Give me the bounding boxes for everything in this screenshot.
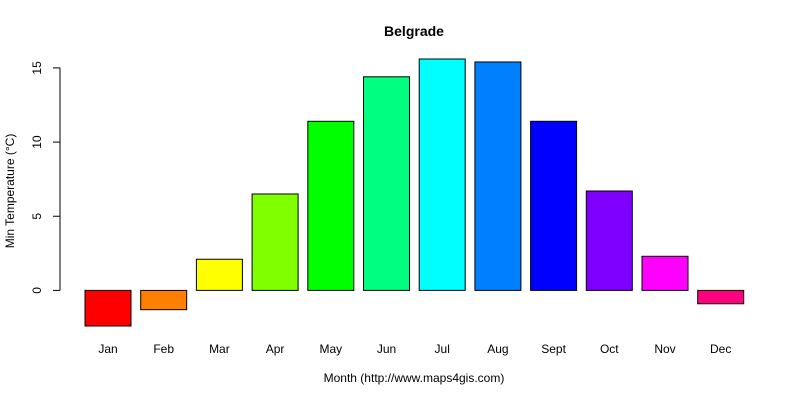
bar-jul: [418, 58, 466, 291]
x-axis-label: Month (http://www.maps4gis.com): [324, 371, 505, 385]
x-tick-label: Jul: [435, 342, 450, 356]
bar-nov: [641, 255, 689, 291]
bar-may: [307, 120, 355, 291]
bar-jun: [363, 76, 410, 291]
chart-title: Belgrade: [384, 23, 444, 39]
bar-sept: [530, 120, 578, 291]
y-tick-label: 10: [30, 135, 44, 149]
x-tick-labels: Jan Feb Mar Apr May Jun Jul Aug Sept Oct Nov Dec: [98, 342, 731, 356]
y-tick-label: 0: [30, 287, 44, 294]
x-tick-label: Jan: [98, 342, 117, 356]
x-tick-label: Nov: [654, 342, 675, 356]
x-tick-label: Oct: [600, 342, 619, 356]
bar-jan: [84, 289, 132, 327]
x-tick-label: Apr: [266, 342, 285, 356]
x-tick-label: Jun: [377, 342, 396, 356]
y-tick-label: 5: [30, 213, 44, 220]
y-tick-label: 15: [30, 61, 44, 75]
bar-oct: [585, 190, 633, 291]
x-tick-label: Sept: [541, 342, 566, 356]
bar-apr: [251, 193, 299, 291]
x-tick-label: May: [319, 342, 342, 356]
y-axis: 0 5 10 15: [30, 61, 61, 294]
x-tick-label: Aug: [487, 342, 508, 356]
x-tick-label: Mar: [209, 342, 230, 356]
y-axis-label: Min Temperature (°C): [3, 134, 17, 249]
x-tick-label: Dec: [710, 342, 731, 356]
bar-mar: [195, 258, 243, 291]
x-tick-label: Feb: [153, 342, 174, 356]
bar-aug: [474, 61, 522, 291]
bars: [84, 58, 745, 327]
bar-feb: [140, 289, 188, 311]
bar-dec: [697, 289, 745, 305]
